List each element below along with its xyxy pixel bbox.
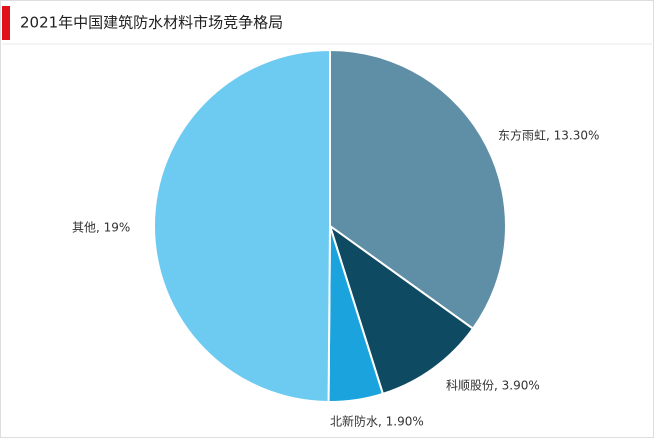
pie-slice <box>328 223 475 396</box>
data-label: 北新防水, 1.90% <box>330 414 424 429</box>
pie <box>153 48 507 404</box>
pie-slice <box>329 48 507 331</box>
title-accent <box>2 6 10 40</box>
data-label: 科顺股份, 3.90% <box>446 379 540 393</box>
data-label: 东方雨虹, 13.30% <box>498 128 599 143</box>
chart-title: 2021年中国建筑防水材料市场竞争格局 <box>20 14 283 32</box>
pie-slice <box>153 48 331 404</box>
data-label: 其他, 19% <box>72 221 130 235</box>
